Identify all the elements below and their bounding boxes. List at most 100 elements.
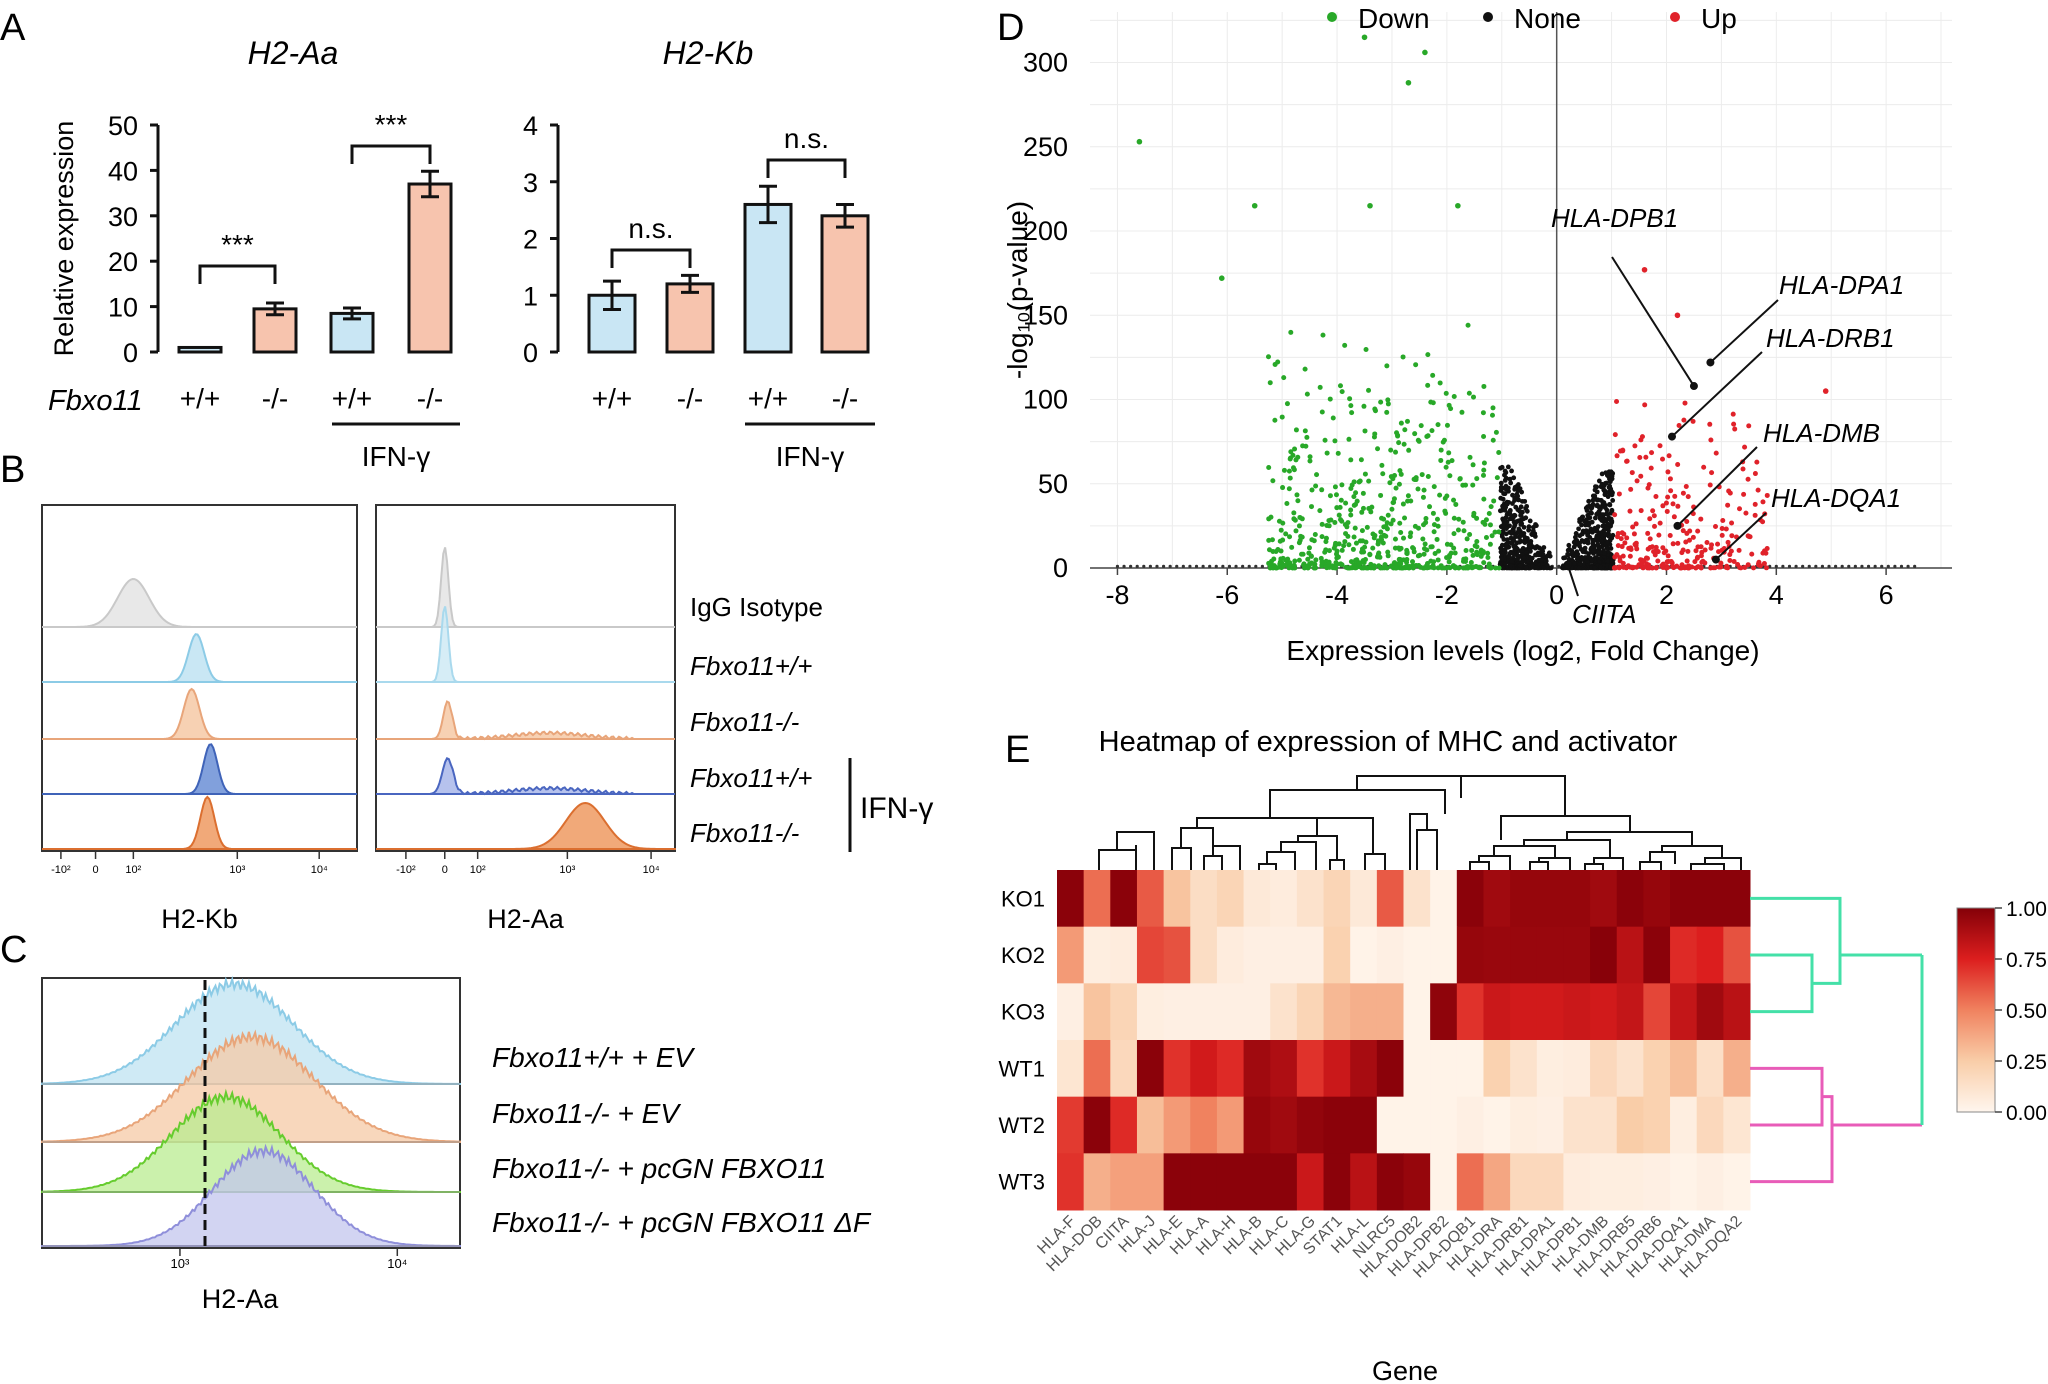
heatmap-cell bbox=[1163, 926, 1191, 984]
column-dendrogram-branch bbox=[1584, 863, 1604, 870]
volcano-point-down bbox=[1296, 523, 1302, 529]
row-dendrogram-branch bbox=[1750, 953, 1814, 1014]
x-category-label: +/+ bbox=[592, 383, 632, 414]
volcano-point-up bbox=[1671, 514, 1677, 520]
volcano-point-none bbox=[1565, 551, 1571, 557]
volcano-point-outlier bbox=[1641, 266, 1648, 273]
volcano-point-down bbox=[1359, 528, 1365, 534]
bar bbox=[743, 202, 793, 354]
volcano-point-down bbox=[1467, 532, 1473, 538]
volcano-point-none bbox=[1591, 547, 1597, 553]
x-category-label: +/+ bbox=[748, 383, 788, 414]
heatmap-cell bbox=[1536, 1096, 1564, 1154]
column-dendrogram-branch bbox=[1196, 817, 1345, 828]
volcano-point-none bbox=[1581, 538, 1587, 544]
volcano-point-none bbox=[1583, 529, 1588, 535]
heatmap-cell bbox=[1057, 983, 1085, 1041]
volcano-point-none bbox=[1565, 547, 1571, 553]
volcano-point-up bbox=[1656, 532, 1662, 538]
volcano-point-none bbox=[1598, 497, 1604, 503]
volcano-point-down bbox=[1415, 553, 1421, 559]
volcano-point-down bbox=[1367, 552, 1373, 558]
volcano-point-none bbox=[1598, 538, 1604, 543]
volcano-point-down bbox=[1382, 565, 1388, 571]
volcano-point-down bbox=[1366, 478, 1372, 484]
volcano-point-up bbox=[1707, 421, 1713, 427]
heatmap-cell bbox=[1563, 983, 1591, 1041]
volcano-point-up bbox=[1613, 565, 1619, 571]
volcano-point-down bbox=[1460, 482, 1466, 488]
volcano-point-up bbox=[1664, 565, 1670, 571]
volcano-point-none bbox=[1503, 526, 1509, 531]
volcano-point-down bbox=[1427, 504, 1433, 510]
volcano-point-none bbox=[1605, 472, 1610, 478]
volcano-point-up bbox=[1647, 516, 1653, 522]
bar bbox=[820, 214, 870, 354]
volcano-point-none bbox=[1142, 564, 1146, 568]
volcano-point-none bbox=[1880, 564, 1884, 568]
volcano-point-down bbox=[1319, 521, 1325, 527]
x-category-label: +/+ bbox=[180, 383, 220, 414]
volcano-point-down bbox=[1432, 551, 1438, 557]
volcano-point-down bbox=[1280, 555, 1286, 561]
volcano-point-down bbox=[1266, 464, 1272, 470]
volcano-point-up bbox=[1701, 464, 1707, 470]
volcano-point-down bbox=[1446, 559, 1452, 565]
volcano-point-down bbox=[1493, 565, 1499, 571]
volcano-point-down bbox=[1436, 548, 1442, 554]
volcano-point-up bbox=[1695, 544, 1701, 550]
heatmap-cell bbox=[1643, 1096, 1671, 1154]
volcano-point-outlier bbox=[1822, 388, 1829, 394]
column-dendrogram-branch bbox=[1529, 861, 1549, 870]
y-tick-label: 1 bbox=[523, 281, 538, 311]
volcano-point-down bbox=[1422, 541, 1428, 547]
volcano-point-down bbox=[1330, 415, 1336, 421]
volcano-point-down bbox=[1372, 532, 1378, 538]
heatmap-cell bbox=[1216, 983, 1245, 1041]
volcano-point-up bbox=[1692, 559, 1698, 565]
chart-title: H2-Aa bbox=[248, 35, 339, 71]
heatmap-cell bbox=[1590, 983, 1618, 1041]
volcano-point-down bbox=[1396, 556, 1402, 562]
significance-label: n.s. bbox=[628, 213, 673, 244]
volcano-point-up bbox=[1646, 565, 1652, 571]
row-label: Fbxo11+/+ + EV bbox=[492, 1042, 695, 1073]
volcano-point-down bbox=[1283, 531, 1289, 537]
volcano-point-down bbox=[1407, 534, 1413, 540]
volcano-point-up bbox=[1670, 564, 1676, 570]
heatmap-cell bbox=[1083, 870, 1111, 928]
treatment-label: IFN-γ bbox=[362, 441, 430, 472]
heatmap-cell bbox=[1483, 1096, 1511, 1154]
volcano-point-up bbox=[1731, 558, 1737, 564]
volcano-point-none bbox=[1827, 564, 1831, 568]
volcano-point-down bbox=[1348, 457, 1354, 463]
heatmap-cell bbox=[1057, 1096, 1085, 1154]
column-dendrogram-branch bbox=[1469, 861, 1490, 870]
volcano-point-up bbox=[1699, 549, 1705, 555]
volcano-point-down bbox=[1413, 477, 1419, 483]
volcano-point-down bbox=[1464, 536, 1470, 542]
volcano-point-none bbox=[1512, 551, 1517, 557]
volcano-point-down bbox=[1324, 450, 1330, 456]
volcano-point-none bbox=[1510, 492, 1515, 498]
volcano-point-none bbox=[1572, 534, 1578, 540]
volcano-point-down bbox=[1413, 563, 1419, 569]
volcano-point-down bbox=[1306, 545, 1312, 551]
volcano-point-none bbox=[1572, 561, 1578, 566]
volcano-point-down bbox=[1313, 557, 1319, 563]
volcano-point-down bbox=[1276, 518, 1282, 524]
row-label: Fbxo11-/- + pcGN FBXO11 bbox=[492, 1153, 826, 1184]
significance-label: *** bbox=[375, 109, 408, 140]
volcano-point-down bbox=[1324, 523, 1330, 529]
volcano-point-down bbox=[1481, 467, 1487, 473]
volcano-point-none bbox=[1544, 563, 1550, 568]
y-tick-label: 20 bbox=[108, 247, 138, 277]
flow-histograms-c: 10³ 10⁴ H2-Aa Fbxo11+/+ + EV Fbxo11-/- + EV F… bbox=[41, 975, 872, 1314]
volcano-point-none bbox=[1794, 564, 1798, 568]
volcano-point-down bbox=[1322, 549, 1328, 555]
volcano-point-up bbox=[1629, 470, 1635, 476]
volcano-point-up bbox=[1661, 550, 1667, 556]
volcano-point-down bbox=[1363, 347, 1369, 353]
volcano-point-up bbox=[1740, 466, 1746, 472]
volcano-point-down bbox=[1480, 410, 1486, 416]
